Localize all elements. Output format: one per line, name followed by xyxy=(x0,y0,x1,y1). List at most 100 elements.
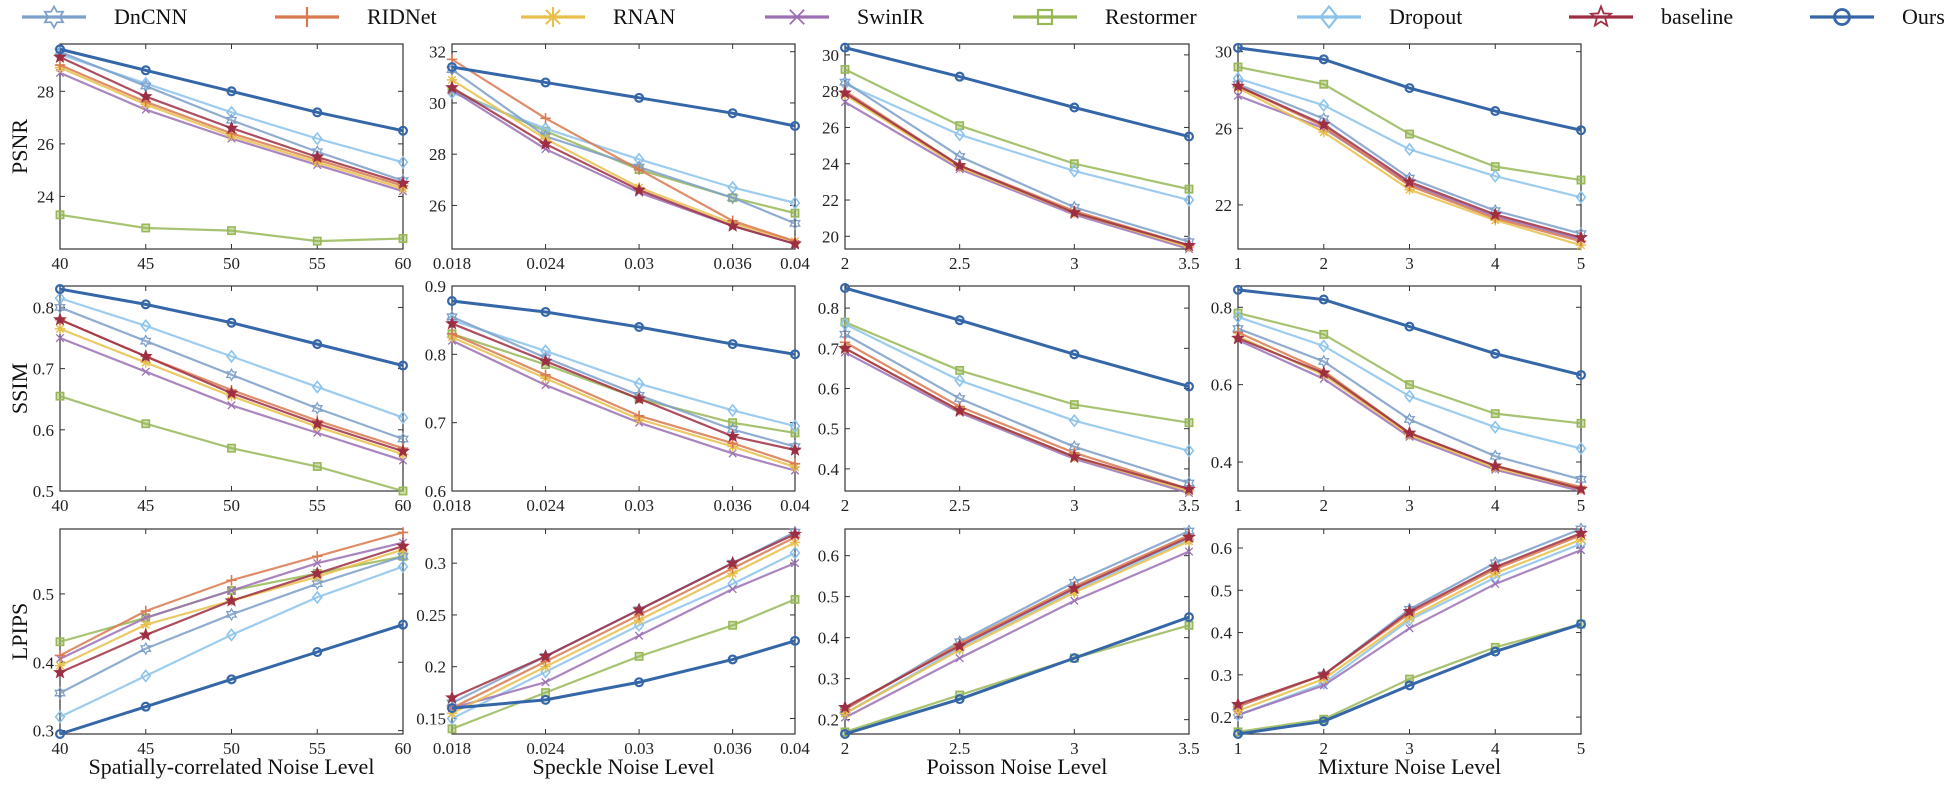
data-point xyxy=(540,369,551,381)
y-tick-label: 0.2 xyxy=(1211,708,1232,727)
data-point xyxy=(226,349,237,364)
data-point xyxy=(1319,329,1329,339)
data-point xyxy=(788,526,802,541)
data-point xyxy=(140,605,151,617)
series-baseline xyxy=(1231,330,1588,495)
series-dropout xyxy=(1232,71,1587,205)
series-baseline xyxy=(445,316,802,456)
series-dropout xyxy=(54,559,409,724)
x-tick-label: 2 xyxy=(841,254,850,273)
y-tick-label: 0.4 xyxy=(1211,624,1233,643)
series-line xyxy=(1237,312,1582,425)
data-point xyxy=(1231,78,1245,93)
series-baseline xyxy=(53,538,410,679)
x-tick-label: 0.03 xyxy=(624,496,654,515)
data-point xyxy=(790,558,800,568)
y-tick-label: 0.15 xyxy=(416,709,446,728)
data-point xyxy=(1183,444,1195,458)
series-dncnn xyxy=(54,549,409,700)
data-point xyxy=(1182,238,1196,252)
y-tick-label: 28 xyxy=(429,145,446,164)
series-line xyxy=(844,68,1190,191)
data-point xyxy=(225,607,238,622)
data-point xyxy=(790,208,800,218)
legend-marker xyxy=(1319,4,1339,30)
data-point xyxy=(789,419,801,433)
legend-entry-dncnn: DnCNN xyxy=(22,4,187,30)
data-point xyxy=(54,291,66,305)
data-point xyxy=(632,602,646,616)
y-tick-label: 26 xyxy=(429,196,446,215)
data-point xyxy=(1576,545,1586,555)
x-tick-label: 0.018 xyxy=(433,254,471,273)
series-line xyxy=(451,541,796,715)
data-point xyxy=(224,120,239,134)
y-tick-label: 0.25 xyxy=(416,606,446,625)
data-point xyxy=(53,665,67,679)
data-point xyxy=(311,380,323,394)
data-point xyxy=(727,108,738,119)
data-point xyxy=(140,319,152,333)
data-point xyxy=(1405,624,1414,633)
data-point xyxy=(140,669,152,683)
series-dncnn xyxy=(1232,321,1587,487)
data-point xyxy=(1068,413,1080,428)
data-point xyxy=(725,429,740,443)
y-tick-label: 0.4 xyxy=(33,653,55,672)
data-point xyxy=(1067,581,1082,595)
series-line xyxy=(844,540,1190,715)
data-point xyxy=(1576,175,1586,185)
series-ours xyxy=(1232,42,1586,136)
series-restormer xyxy=(55,391,408,496)
data-point xyxy=(634,92,645,103)
data-point xyxy=(1488,458,1503,472)
y-tick-label: 0.3 xyxy=(1211,666,1232,685)
y-tick-label: 0.6 xyxy=(1211,376,1232,395)
plot-frame xyxy=(844,528,1190,735)
y-tick-label: 0.3 xyxy=(33,722,54,741)
data-point xyxy=(1069,102,1080,113)
series-line xyxy=(1237,46,1582,132)
series-ridnet xyxy=(839,85,1195,251)
x-tick-label: 45 xyxy=(137,254,154,273)
y-tick-label: 0.5 xyxy=(33,585,54,604)
series-dncnn xyxy=(54,45,409,188)
x-tick-label: 55 xyxy=(309,739,326,758)
legend-entry-rnan: RNAN xyxy=(521,4,675,29)
data-point xyxy=(1404,83,1415,94)
panel-ssim-3: 2 2.5 3 3.5 0.4 0.5 0.6 0.7 0.8 xyxy=(818,283,1200,515)
series-line xyxy=(451,89,796,215)
data-point xyxy=(1231,330,1245,345)
data-point xyxy=(954,71,965,82)
data-point xyxy=(54,44,65,55)
data-point xyxy=(311,131,323,146)
plot-frame xyxy=(451,528,796,735)
data-point xyxy=(1405,674,1414,684)
x-tick-label: 3 xyxy=(1405,496,1414,515)
data-point xyxy=(225,367,238,382)
data-point xyxy=(1575,125,1586,136)
data-point xyxy=(1404,142,1415,157)
y-tick-label: 0.6 xyxy=(1211,539,1232,558)
data-point xyxy=(788,236,802,250)
data-point xyxy=(397,549,409,564)
series-line xyxy=(1237,622,1582,736)
legend-marker xyxy=(789,9,805,25)
y-tick-label: 22 xyxy=(1215,196,1232,215)
data-point xyxy=(1070,596,1079,605)
data-point xyxy=(1489,169,1501,183)
x-tick-label: 40 xyxy=(52,496,69,515)
data-point xyxy=(1575,619,1586,630)
x-tick-label: 0.036 xyxy=(714,254,752,273)
data-point xyxy=(310,416,325,430)
x-tick-label: 5 xyxy=(1577,254,1586,273)
x-tick-label: 45 xyxy=(137,739,154,758)
data-point xyxy=(540,306,551,317)
y-tick-label: 0.8 xyxy=(1211,298,1232,317)
x-tick-label: 45 xyxy=(137,496,154,515)
legend-marker xyxy=(1833,8,1851,26)
data-point xyxy=(1490,162,1500,172)
data-point xyxy=(227,586,236,595)
y-tick-label: 0.7 xyxy=(33,360,55,379)
legend-label: RNAN xyxy=(613,4,675,29)
